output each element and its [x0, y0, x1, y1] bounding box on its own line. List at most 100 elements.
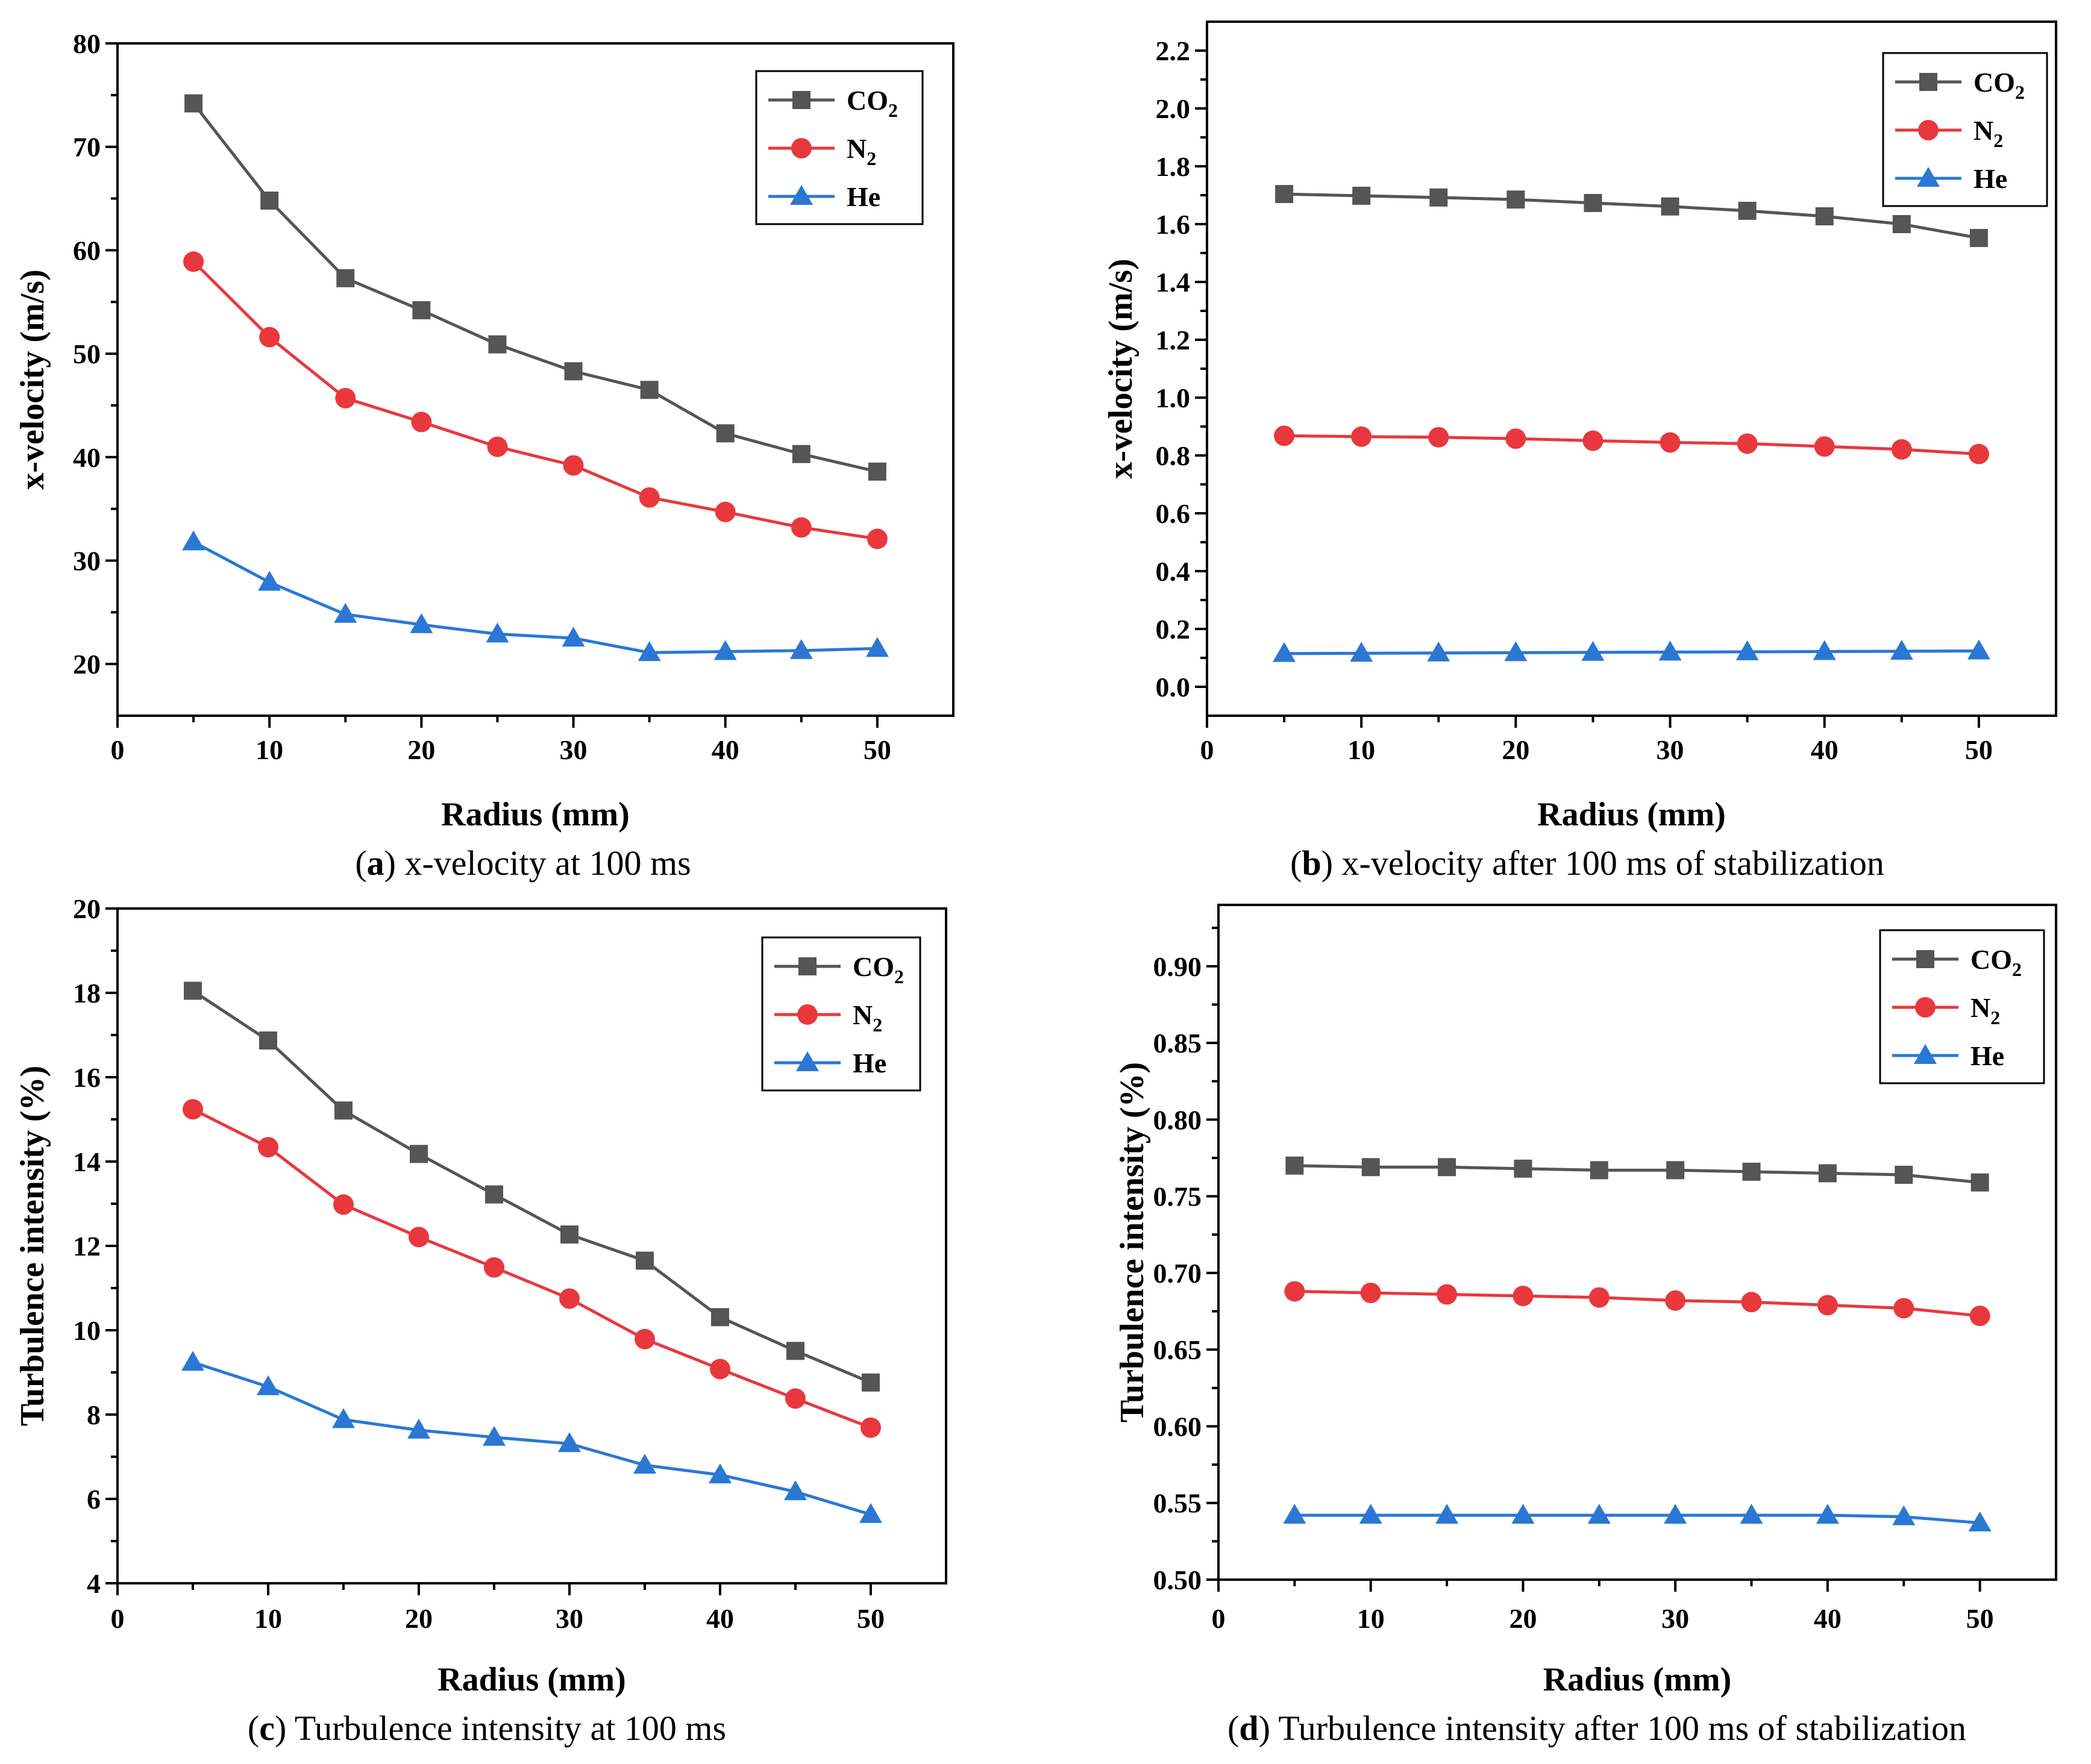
- data-point-n2: [1351, 426, 1372, 447]
- x-axis-title: Radius (mm): [437, 1661, 626, 1698]
- caption-b: (b) x-velocity after 100 ms of stabiliza…: [1290, 843, 1884, 883]
- data-point-he: [410, 613, 433, 633]
- y-tick-label: 80: [73, 28, 101, 59]
- data-point-n2: [1891, 439, 1912, 460]
- y-tick-label: 0.60: [1153, 1411, 1202, 1442]
- y-tick-label: 0.90: [1153, 951, 1202, 982]
- data-point-co2: [1438, 1158, 1456, 1177]
- data-point-n2: [635, 1328, 655, 1350]
- series-line-n2: [1294, 1289, 1980, 1318]
- panel-a: 0 10 20 30 40 50 20 30 40 50 60 70 80 Radius (mm) x-ve…: [14, 28, 955, 833]
- data-point-co2: [412, 301, 431, 319]
- series-co2: [1285, 1156, 1989, 1192]
- legend-label-he: He: [847, 181, 880, 212]
- legend-marker-he: [1917, 167, 1940, 187]
- x-axis-title: Radius (mm): [1543, 1661, 1732, 1698]
- y-tick-label: 0.6: [1156, 498, 1191, 529]
- x-tick-label: 20: [1502, 734, 1529, 765]
- y-tick-label: 0.80: [1153, 1104, 1202, 1135]
- legend-label-he: He: [1970, 1040, 2004, 1071]
- data-point-n2: [791, 517, 812, 538]
- data-point-he: [558, 1432, 581, 1453]
- data-point-co2: [1285, 1156, 1304, 1175]
- data-point-he: [1740, 1504, 1763, 1524]
- data-point-n2: [1893, 1298, 1914, 1319]
- data-point-n2: [1817, 1295, 1838, 1316]
- data-point-n2: [411, 411, 432, 433]
- series-line-co2: [192, 102, 878, 474]
- data-point-he: [1664, 1504, 1687, 1524]
- data-point-n2: [1660, 432, 1681, 453]
- data-point-co2: [1818, 1164, 1837, 1183]
- y-tick-label: 6: [87, 1484, 101, 1515]
- data-point-n2: [183, 251, 204, 272]
- legend-label-n2: N2: [1973, 115, 2003, 151]
- legend-marker-he: [1914, 1044, 1937, 1064]
- y-tick-label: 12: [73, 1231, 101, 1262]
- panel-b: 0 10 20 30 40 50 0.0 0.2 0.4 0.6 0.8 1.0 1.2 1.4 1.6 1.…: [1102, 20, 2057, 833]
- legend-marker-co2: [798, 957, 817, 975]
- series-he: [181, 1351, 882, 1523]
- data-point-co2: [1361, 1158, 1380, 1177]
- data-point-he: [1816, 1504, 1839, 1524]
- data-point-he: [562, 627, 585, 647]
- legend-label-co2: CO2: [853, 951, 904, 987]
- plot-frame: [116, 42, 955, 717]
- series-line-co2: [1284, 192, 1980, 240]
- x-tick-label: 10: [1347, 734, 1375, 765]
- data-point-he: [1359, 1504, 1382, 1524]
- data-point-co2: [410, 1145, 428, 1163]
- x-tick-label: 40: [706, 1603, 734, 1634]
- data-point-he: [1511, 1504, 1535, 1524]
- y-tick-label: 1.8: [1156, 151, 1191, 182]
- data-point-he: [1967, 639, 1990, 660]
- data-point-he: [1968, 1511, 1992, 1531]
- data-point-co2: [1275, 185, 1294, 204]
- data-point-n2: [1274, 425, 1295, 446]
- data-point-n2: [1968, 443, 1989, 464]
- data-point-he: [633, 1454, 656, 1474]
- data-point-co2: [636, 1251, 654, 1270]
- data-point-co2: [1666, 1161, 1685, 1180]
- legend-marker-n2: [797, 1004, 818, 1025]
- legend-label-n2: N2: [1970, 992, 2000, 1028]
- legend-label-n2: N2: [853, 999, 882, 1036]
- panel-d: 0 10 20 30 40 50 0.50 0.55 0.60 0.65 0.70 0.75 0.80 0…: [1114, 904, 2057, 1698]
- y-tick-label: 30: [73, 545, 101, 576]
- y-tick-label: 4: [87, 1568, 101, 1599]
- data-point-n2: [1969, 1306, 1990, 1327]
- y-tick-label: 0.85: [1153, 1028, 1202, 1059]
- data-point-he: [332, 1408, 355, 1428]
- y-tick-label: 1.2: [1156, 325, 1191, 355]
- x-tick-label: 20: [1509, 1603, 1537, 1634]
- x-tick-label: 20: [405, 1603, 433, 1634]
- x-axis-title: Radius (mm): [1537, 796, 1726, 833]
- data-point-n2: [715, 501, 736, 522]
- series-he: [1283, 1504, 1992, 1531]
- data-point-co2: [1514, 1159, 1532, 1178]
- legend-label-he: He: [1973, 163, 2007, 194]
- data-point-co2: [1970, 1173, 1989, 1192]
- x-tick-label: 40: [712, 734, 739, 765]
- data-point-co2: [786, 1342, 804, 1360]
- legend: CO2 N2 He: [1882, 52, 2048, 207]
- data-point-he: [1890, 639, 1913, 660]
- data-point-co2: [1815, 207, 1834, 226]
- y-tick-label: 40: [73, 442, 101, 473]
- x-tick-label: 30: [1661, 1603, 1689, 1634]
- x-tick-label: 0: [111, 734, 125, 765]
- series-line-he: [1284, 649, 1979, 655]
- x-tick-label: 40: [1814, 1603, 1842, 1634]
- data-point-he: [789, 639, 813, 659]
- data-point-n2: [1741, 1292, 1762, 1313]
- data-point-n2: [559, 1288, 580, 1309]
- data-point-he: [1892, 1505, 1916, 1525]
- y-tick-label: 14: [73, 1146, 101, 1177]
- data-point-n2: [1513, 1286, 1534, 1307]
- legend-marker-n2: [1915, 997, 1936, 1018]
- data-point-n2: [1360, 1283, 1381, 1303]
- data-point-n2: [259, 327, 280, 348]
- data-point-he: [709, 1463, 732, 1484]
- data-point-n2: [1665, 1290, 1686, 1311]
